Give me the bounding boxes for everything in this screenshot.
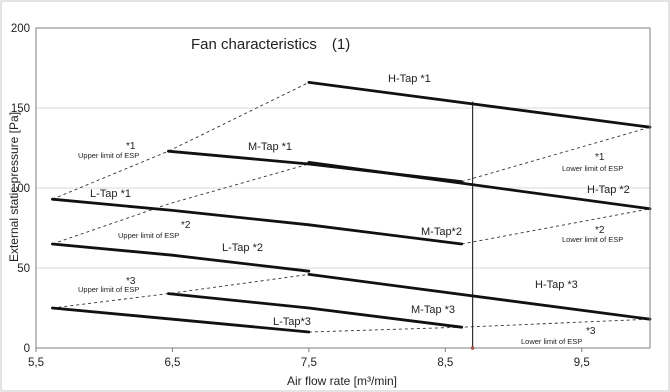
- series-label-l-tap3: L-Tap*3: [273, 316, 311, 328]
- chart-title: Fan characteristics (1): [191, 36, 350, 53]
- esp-limit-line-2: [461, 126, 651, 183]
- esp-annotation-text: Upper limit of ESP: [118, 231, 179, 240]
- esp-annotation-text: Lower limit of ESP: [562, 164, 623, 173]
- esp-annotation-text: Upper limit of ESP: [78, 285, 139, 294]
- esp-annotation-mark: *2: [595, 225, 605, 236]
- axes: 0 50 100 150 200 5,5 6,5 7,5 8,5 9,5: [11, 23, 651, 369]
- x-tick-label: 9,5: [574, 357, 590, 369]
- y-tick-label: 150: [11, 103, 30, 115]
- esp-annotation-text: Lower limit of ESP: [562, 235, 623, 244]
- esp-limit-line-4: [461, 208, 651, 245]
- esp-annotation-mark: *1: [595, 152, 605, 163]
- esp-limit-line-1: [52, 81, 310, 200]
- x-tick-label: 8,5: [437, 357, 453, 369]
- esp-annotation-text: Upper limit of ESP: [78, 151, 139, 160]
- series-line-h-tap-2: [307, 160, 652, 211]
- series-line-l-tap3: [50, 306, 311, 334]
- series-label-m-tap-1: M-Tap *1: [248, 141, 292, 153]
- esp-limit-line-3: [52, 163, 310, 245]
- x-axis-label: Air flow rate [m³/min]: [287, 374, 397, 388]
- tap-series: [50, 81, 652, 334]
- y-tick-label: 0: [24, 343, 30, 355]
- y-axis-label: External static pressure [Pa]: [7, 112, 21, 262]
- x-tick-label: 6,5: [164, 357, 180, 369]
- series-label-l-tap-1: L-Tap *1: [90, 188, 131, 200]
- series-line-l-tap-1: [50, 197, 311, 227]
- series-line-h-tap-3: [307, 272, 652, 321]
- y-tick-label: 100: [11, 183, 30, 195]
- x-tick-label: 5,5: [28, 357, 44, 369]
- series-line-l-tap-2: [50, 242, 311, 273]
- plot-area-frame: [35, 27, 651, 349]
- esp-annotation-mark: *3: [586, 326, 596, 337]
- series-label-h-tap-3: H-Tap *3: [535, 279, 578, 291]
- y-tick-label: 200: [11, 23, 30, 35]
- series-label-h-tap-1: H-Tap *1: [388, 73, 431, 85]
- chart-labels: H-Tap *1 M-Tap *1 L-Tap *1 H-Tap *2 M-Tap*2 L…: [78, 73, 630, 346]
- series-label-h-tap-2: H-Tap *2: [587, 184, 630, 196]
- esp-annotation-mark: *1: [126, 141, 136, 152]
- esp-annotation-mark: *3: [126, 276, 136, 287]
- series-line-h-tap-1: [307, 81, 652, 129]
- esp-annotation-mark: *2: [181, 220, 191, 231]
- series-line-m-tap-3: [166, 292, 464, 329]
- series-label-m-tap-3: M-Tap *3: [411, 304, 455, 316]
- series-label-l-tap-2: L-Tap *2: [222, 242, 263, 254]
- y-tick-label: 50: [17, 263, 30, 275]
- series-line-m-tap2: [307, 223, 464, 246]
- x-tick-label: 7,5: [301, 357, 317, 369]
- esp-annotation-text: Lower limit of ESP: [521, 337, 582, 346]
- series-label-m-tap2: M-Tap*2: [421, 226, 462, 238]
